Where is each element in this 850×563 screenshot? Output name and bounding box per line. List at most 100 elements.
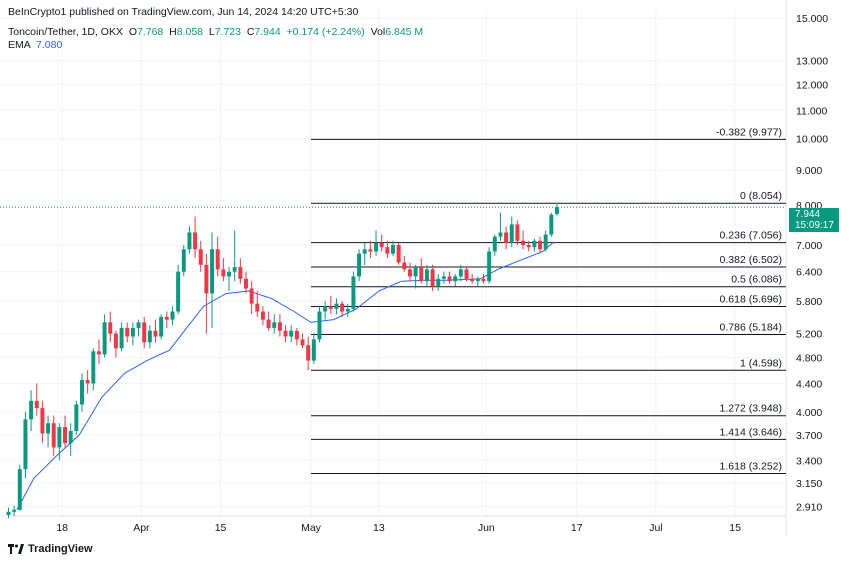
candle-body[interactable] <box>368 249 373 252</box>
candle-body[interactable] <box>215 249 220 270</box>
candle-body[interactable] <box>46 423 51 434</box>
candle-body[interactable] <box>198 249 203 265</box>
candle-body[interactable] <box>357 253 362 277</box>
candle-body[interactable] <box>57 427 62 448</box>
candle-body[interactable] <box>102 322 107 355</box>
candle-body[interactable] <box>345 308 350 312</box>
candle-body[interactable] <box>362 249 367 254</box>
candle-body[interactable] <box>153 330 158 337</box>
symbol-label[interactable]: Toncoin/Tether, 1D, OKX <box>8 26 123 38</box>
candle-body[interactable] <box>283 330 288 337</box>
candle-body[interactable] <box>555 207 559 214</box>
candle-body[interactable] <box>238 267 243 279</box>
candle-body[interactable] <box>492 236 497 252</box>
candle-body[interactable] <box>311 339 316 361</box>
candle-body[interactable] <box>391 245 395 254</box>
candle-body[interactable] <box>419 267 424 282</box>
candle-body[interactable] <box>119 327 124 349</box>
candle-body[interactable] <box>142 322 147 343</box>
candle-body[interactable] <box>187 232 192 250</box>
candle-body[interactable] <box>323 306 328 312</box>
candle-body[interactable] <box>340 303 345 312</box>
candle-body[interactable] <box>515 224 520 241</box>
candle-body[interactable] <box>294 330 299 340</box>
candle-body[interactable] <box>289 330 294 337</box>
candle-body[interactable] <box>379 242 384 248</box>
candle-body[interactable] <box>549 214 554 235</box>
candle-body[interactable] <box>227 271 231 277</box>
candle-body[interactable] <box>232 267 237 272</box>
candle-body[interactable] <box>487 251 492 282</box>
candle-body[interactable] <box>243 278 248 289</box>
candle-body[interactable] <box>255 303 260 312</box>
candle-body[interactable] <box>113 333 118 349</box>
candle-body[interactable] <box>74 404 79 432</box>
candle-body[interactable] <box>402 262 407 270</box>
candle-body[interactable] <box>300 339 305 346</box>
candle-body[interactable] <box>453 276 458 282</box>
candle-body[interactable] <box>85 380 90 384</box>
candle-body[interactable] <box>396 245 401 263</box>
candle-body[interactable] <box>385 247 390 254</box>
candle-body[interactable] <box>91 351 96 384</box>
candle-body[interactable] <box>164 316 169 320</box>
candle-body[interactable] <box>170 311 175 320</box>
candle-body[interactable] <box>436 278 441 287</box>
candle-body[interactable] <box>23 419 28 470</box>
candle-body[interactable] <box>17 469 22 510</box>
candle-body[interactable] <box>40 408 45 434</box>
candle-body[interactable] <box>176 271 181 312</box>
candle-body[interactable] <box>80 380 84 405</box>
candle-body[interactable] <box>407 269 412 277</box>
candle-body[interactable] <box>6 511 11 515</box>
candle-body[interactable] <box>328 306 333 309</box>
candle-body[interactable] <box>464 269 469 279</box>
candle-body[interactable] <box>498 232 503 237</box>
candle-body[interactable] <box>543 234 548 250</box>
candle-body[interactable] <box>424 269 429 282</box>
candle-body[interactable] <box>458 269 463 277</box>
candle-body[interactable] <box>96 351 101 355</box>
candle-body[interactable] <box>351 276 356 309</box>
candle-body[interactable] <box>266 319 271 328</box>
candle-body[interactable] <box>181 249 186 272</box>
candle-body[interactable] <box>130 327 135 337</box>
candle-body[interactable] <box>441 276 446 279</box>
candle-body[interactable] <box>509 224 514 243</box>
candle-body[interactable] <box>221 269 226 277</box>
candle-body[interactable] <box>306 345 311 361</box>
candle-body[interactable] <box>210 249 215 294</box>
candle-body[interactable] <box>29 400 34 420</box>
candle-body[interactable] <box>51 423 56 448</box>
candle-body[interactable] <box>447 276 452 282</box>
candle-body[interactable] <box>159 316 164 337</box>
candle-body[interactable] <box>108 322 113 334</box>
candle-body[interactable] <box>277 322 282 331</box>
candle-body[interactable] <box>504 232 509 243</box>
candle-body[interactable] <box>521 240 526 246</box>
candle-body[interactable] <box>204 264 209 294</box>
candle-body[interactable] <box>470 278 475 282</box>
candle-body[interactable] <box>63 427 68 444</box>
ema-line[interactable] <box>16 241 555 510</box>
candle-body[interactable] <box>430 269 435 287</box>
candle-body[interactable] <box>334 303 339 309</box>
candle-body[interactable] <box>193 232 198 250</box>
candle-body[interactable] <box>125 327 130 337</box>
candle-body[interactable] <box>68 431 73 444</box>
candle-body[interactable] <box>538 240 543 250</box>
candle-body[interactable] <box>249 288 254 304</box>
candle-body[interactable] <box>475 278 480 282</box>
candle-body[interactable] <box>260 311 265 320</box>
ema-label[interactable]: EMA <box>8 39 31 51</box>
candle-body[interactable] <box>34 400 39 409</box>
candle-body[interactable] <box>147 330 152 343</box>
candle-body[interactable] <box>532 240 537 248</box>
candle-body[interactable] <box>272 322 277 328</box>
candle-body[interactable] <box>481 278 486 282</box>
candle-body[interactable] <box>317 311 322 340</box>
candle-body[interactable] <box>413 267 418 277</box>
candle-body[interactable] <box>12 509 17 512</box>
candle-body[interactable] <box>136 322 141 328</box>
